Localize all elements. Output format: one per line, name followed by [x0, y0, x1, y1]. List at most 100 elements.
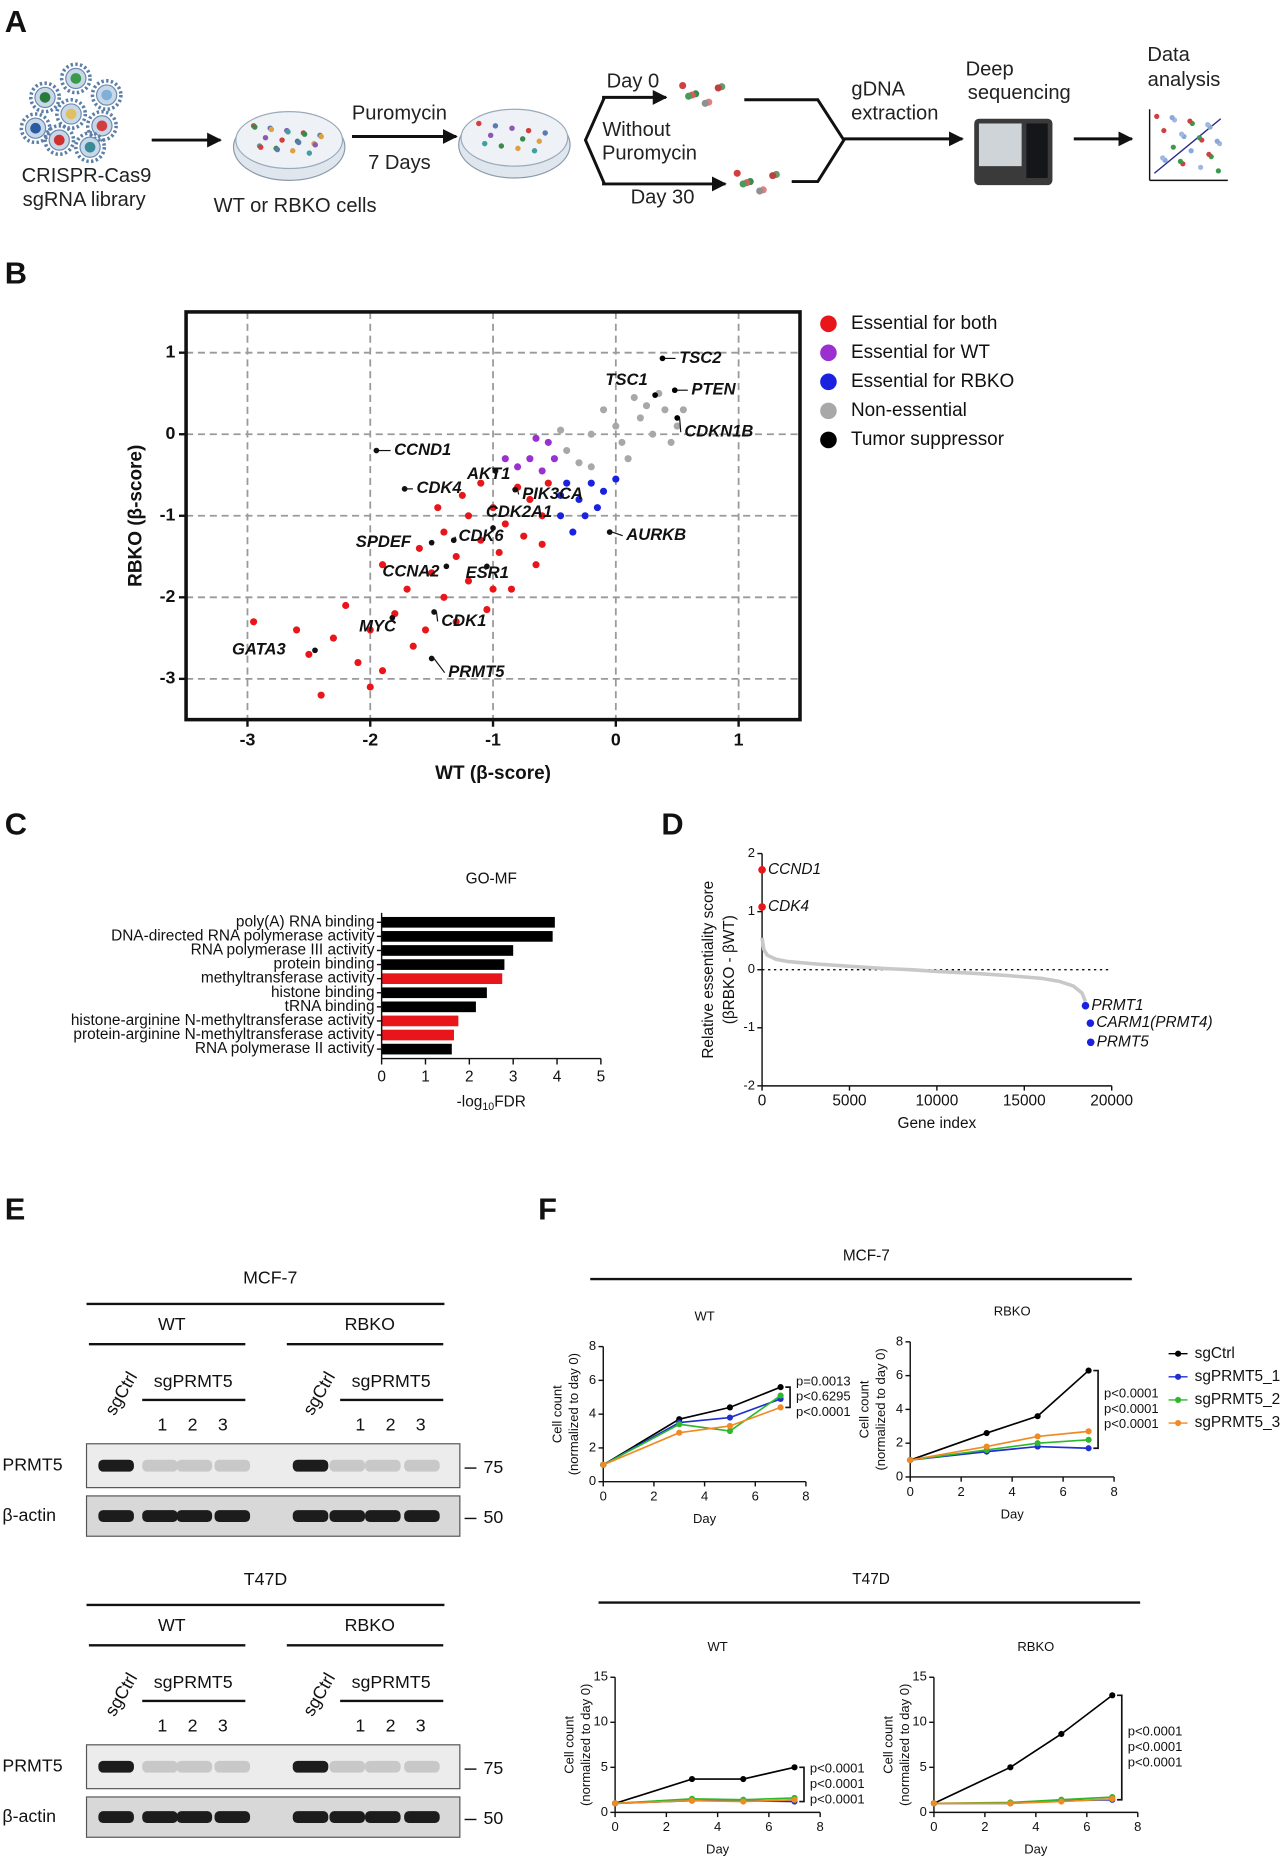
x-tick-label: 6 — [1083, 1819, 1090, 1834]
blot-band — [214, 1510, 251, 1522]
blot-band — [142, 1459, 178, 1472]
x-tick-label: -3 — [240, 730, 256, 750]
cell — [756, 187, 764, 195]
series-line — [910, 1438, 1089, 1461]
highlight-point — [758, 903, 766, 911]
series-marker — [612, 1800, 619, 1807]
blot-control: sgCtrl — [299, 1368, 340, 1418]
y-tick-label: 4 — [589, 1406, 596, 1421]
blot-band — [329, 1811, 366, 1824]
p-value: p<0.0001 — [1104, 1385, 1159, 1400]
series-marker — [1085, 1436, 1092, 1443]
blot-band — [292, 1459, 329, 1472]
point — [378, 667, 387, 675]
cell — [714, 84, 722, 92]
x-tick-label: 0 — [611, 1819, 618, 1834]
x-tick-label: 4 — [714, 1819, 721, 1834]
cell — [509, 125, 515, 131]
point — [661, 406, 669, 414]
point — [526, 495, 534, 504]
y-axis-label: Cell count — [880, 1715, 895, 1773]
y-tick-label: 0 — [748, 961, 755, 976]
gene-label: GATA3 — [232, 640, 287, 659]
x-tick-label: 0 — [907, 1484, 914, 1499]
category-label: DNA-directed RNA polymerase activity — [111, 927, 375, 944]
schematic-text: extraction — [851, 102, 938, 124]
point — [587, 430, 595, 438]
annotation-point — [401, 486, 408, 492]
category-label: histone binding — [271, 984, 375, 1001]
p-value: p<0.0001 — [810, 1760, 865, 1775]
blot-control: sgCtrl — [101, 1368, 142, 1418]
category-label: methyltransferase activity — [201, 970, 375, 987]
gene-label: PTEN — [691, 380, 736, 399]
y-tick-label: -2 — [160, 586, 176, 606]
gene-label: CDK1 — [441, 611, 486, 630]
point — [250, 618, 258, 626]
panel-label: E — [5, 1192, 26, 1227]
y-tick-label: 5 — [601, 1759, 608, 1774]
y-axis-label: Relative essentiality score — [700, 881, 717, 1059]
point — [514, 463, 522, 471]
annotation-point — [606, 529, 613, 535]
x-axis-label: WT (β-score) — [435, 763, 551, 784]
gene-label: CCND1 — [394, 440, 451, 459]
series-line — [602, 1386, 781, 1466]
cell — [679, 82, 687, 90]
point — [630, 393, 638, 402]
panel-label: A — [5, 4, 27, 39]
schematic-text: Without — [602, 119, 671, 141]
x-tick-label: 2 — [981, 1819, 988, 1834]
point — [378, 561, 387, 569]
blot-band — [365, 1459, 401, 1472]
gene-label: TSC1 — [605, 370, 647, 389]
branch — [583, 96, 606, 185]
schematic-text: Day 30 — [631, 186, 695, 208]
blot-guide: 2 — [188, 1415, 198, 1435]
schematic-text: sgRNA library — [23, 189, 147, 211]
point — [679, 406, 687, 414]
point — [354, 658, 362, 667]
point — [489, 585, 497, 593]
annotation-point — [428, 655, 435, 662]
y-tick-label: 2 — [896, 1435, 903, 1450]
series-marker — [930, 1800, 938, 1807]
series-marker — [1085, 1367, 1092, 1374]
point — [440, 593, 448, 601]
virus-spikes — [90, 79, 123, 112]
legend-label: Essential for both — [851, 313, 997, 334]
blot-group: WT — [158, 1314, 186, 1334]
x-tick-label: 1 — [734, 730, 744, 750]
virus-core — [96, 120, 108, 132]
point — [464, 577, 473, 585]
virus-core — [65, 108, 77, 120]
chart-title: RBKO — [994, 1304, 1031, 1319]
x-tick-label: 3 — [509, 1069, 518, 1086]
x-tick-label: 8 — [1110, 1484, 1117, 1499]
y-axis-label: (βRBKO - βWT) — [721, 915, 738, 1024]
schematic-text: 7 Days — [368, 152, 431, 174]
series-marker — [1058, 1798, 1065, 1805]
virus-spikes — [43, 124, 76, 157]
series-marker — [1109, 1795, 1116, 1802]
legend-marker — [820, 315, 837, 333]
annotation-point — [484, 563, 490, 570]
blot-band — [404, 1811, 440, 1824]
suppressor-point — [674, 415, 681, 421]
cell — [312, 142, 318, 148]
x-tick-label: 2 — [958, 1484, 965, 1499]
annotation-point — [312, 647, 318, 654]
point — [507, 585, 516, 593]
point — [520, 532, 528, 540]
y-tick-label: -3 — [160, 668, 176, 688]
gene-label: AKT1 — [466, 464, 510, 483]
blot-band — [142, 1811, 178, 1824]
gene-label: CDK2A1 — [486, 502, 552, 521]
plot-dot — [1161, 127, 1167, 134]
blot-guide: 1 — [355, 1415, 365, 1435]
point — [440, 528, 448, 536]
category-label: poly(A) RNA binding — [236, 913, 375, 930]
point — [673, 422, 681, 430]
legend-marker — [820, 373, 837, 391]
blot-band — [329, 1510, 366, 1522]
